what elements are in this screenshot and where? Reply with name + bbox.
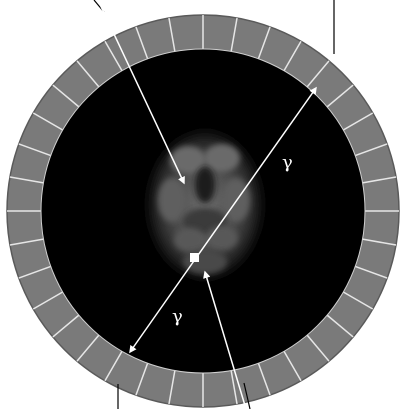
detector-segment-separator bbox=[326, 314, 354, 338]
detector-segment-separator bbox=[362, 238, 397, 246]
detector-segment-separator bbox=[52, 84, 80, 108]
detector-segment-separator bbox=[342, 112, 374, 131]
detector-segment-separator bbox=[354, 265, 388, 279]
gamma-label-lower: γ bbox=[172, 306, 183, 327]
detector-segment-separator bbox=[18, 265, 52, 279]
detector-segment-separator bbox=[18, 143, 52, 157]
pointer-arrow-upper bbox=[97, 0, 185, 185]
leader-line-bottom-right bbox=[243, 382, 251, 409]
detector-segment-separator bbox=[168, 370, 176, 405]
detector-segment-separator bbox=[306, 334, 330, 362]
detector-segment-separator bbox=[32, 291, 64, 310]
detector-segment-separator bbox=[306, 60, 330, 88]
detector-segment-separator bbox=[342, 291, 374, 310]
detector-segment-separator bbox=[104, 350, 123, 382]
detector-segment-separator bbox=[283, 40, 302, 72]
detector-segment-separator bbox=[362, 176, 397, 184]
detector-segment-separator bbox=[135, 362, 149, 396]
gamma-ray-lower bbox=[129, 257, 197, 354]
detector-segment-separator bbox=[76, 60, 100, 88]
gamma-label-upper: γ bbox=[282, 152, 293, 173]
detector-segment-separator bbox=[230, 370, 238, 405]
detector-segment-separator bbox=[52, 314, 80, 338]
square-marker-icon bbox=[190, 253, 199, 262]
detector-segments bbox=[7, 15, 399, 407]
detector-segment-separator bbox=[326, 84, 354, 108]
pointer-arrow-lower bbox=[203, 270, 247, 409]
detector-segment-separator bbox=[354, 143, 388, 157]
gamma-ray-upper bbox=[195, 86, 317, 259]
detector-segment-separator bbox=[230, 17, 238, 52]
detector-segment-separator bbox=[76, 334, 100, 362]
detector-segment-separator bbox=[9, 176, 44, 184]
detector-segment-separator bbox=[257, 26, 271, 60]
detector-segment-separator bbox=[283, 350, 302, 382]
detector-segment-separator bbox=[135, 26, 149, 60]
detector-segment-separator bbox=[9, 238, 44, 246]
brain-image bbox=[143, 125, 267, 285]
detector-segment-separator bbox=[32, 112, 64, 131]
detector-segment-separator bbox=[168, 17, 176, 52]
detector-segment-separator bbox=[257, 362, 271, 396]
detector-segment-separator bbox=[104, 40, 123, 72]
